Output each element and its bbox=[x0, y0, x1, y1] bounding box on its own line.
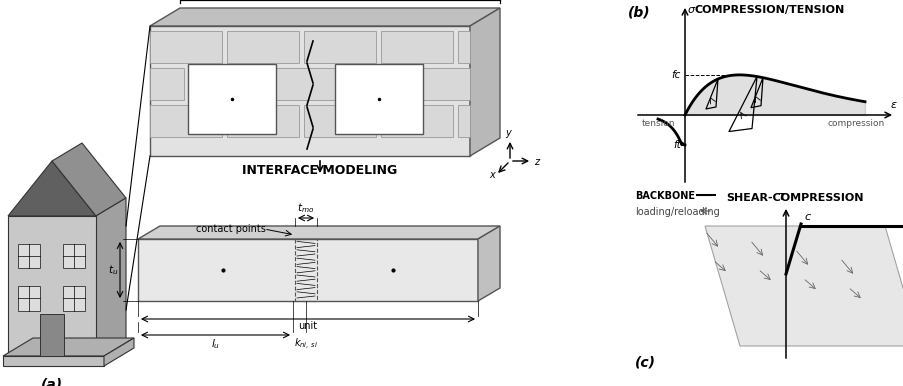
Polygon shape bbox=[380, 31, 452, 63]
Polygon shape bbox=[335, 64, 423, 134]
Text: y: y bbox=[505, 128, 510, 138]
Text: INTERFACE MODELING: INTERFACE MODELING bbox=[242, 164, 397, 177]
Polygon shape bbox=[18, 244, 40, 268]
Polygon shape bbox=[227, 105, 299, 137]
Text: unit: unit bbox=[298, 321, 317, 331]
Polygon shape bbox=[8, 161, 96, 216]
Text: (b): (b) bbox=[628, 5, 650, 19]
Polygon shape bbox=[380, 105, 452, 137]
Text: x: x bbox=[489, 170, 494, 180]
Polygon shape bbox=[470, 8, 499, 156]
Polygon shape bbox=[458, 105, 470, 137]
Polygon shape bbox=[40, 314, 64, 356]
Text: compression: compression bbox=[827, 119, 884, 128]
Polygon shape bbox=[63, 244, 85, 268]
Polygon shape bbox=[227, 31, 299, 63]
Text: z: z bbox=[534, 157, 538, 167]
Text: τ: τ bbox=[777, 190, 785, 203]
Text: σ: σ bbox=[687, 5, 694, 15]
Polygon shape bbox=[420, 68, 470, 100]
Polygon shape bbox=[342, 68, 414, 100]
Polygon shape bbox=[150, 31, 222, 63]
Polygon shape bbox=[303, 105, 376, 137]
Polygon shape bbox=[478, 226, 499, 301]
Polygon shape bbox=[63, 286, 85, 311]
Polygon shape bbox=[104, 338, 134, 366]
Text: contact points: contact points bbox=[196, 224, 265, 234]
Polygon shape bbox=[138, 226, 499, 239]
Text: BACKBONE: BACKBONE bbox=[634, 191, 694, 201]
Polygon shape bbox=[138, 239, 478, 301]
Text: tension: tension bbox=[641, 119, 675, 128]
Polygon shape bbox=[96, 198, 126, 356]
Text: $t_{mo}$: $t_{mo}$ bbox=[297, 201, 314, 215]
Polygon shape bbox=[150, 105, 222, 137]
Polygon shape bbox=[150, 68, 184, 100]
Polygon shape bbox=[52, 143, 126, 216]
Polygon shape bbox=[3, 356, 104, 366]
Polygon shape bbox=[3, 338, 134, 356]
Polygon shape bbox=[458, 31, 470, 63]
Bar bbox=[294, 239, 317, 301]
Text: (a): (a) bbox=[41, 378, 63, 386]
Polygon shape bbox=[8, 216, 96, 356]
Text: $l_u$: $l_u$ bbox=[211, 337, 220, 351]
Polygon shape bbox=[265, 68, 338, 100]
Text: fc: fc bbox=[671, 70, 680, 80]
Text: COMPRESSION/TENSION: COMPRESSION/TENSION bbox=[694, 5, 844, 15]
Text: loading/reloading: loading/reloading bbox=[634, 207, 719, 217]
Text: ε: ε bbox=[890, 100, 896, 110]
Text: c: c bbox=[803, 212, 809, 222]
Text: $k_{ni,\,si}$: $k_{ni,\,si}$ bbox=[293, 337, 318, 352]
Polygon shape bbox=[303, 31, 376, 63]
Text: (c): (c) bbox=[634, 356, 656, 370]
Polygon shape bbox=[150, 26, 470, 156]
Polygon shape bbox=[189, 68, 261, 100]
Text: SHEAR-COMPRESSION: SHEAR-COMPRESSION bbox=[725, 193, 862, 203]
Polygon shape bbox=[188, 64, 275, 134]
Text: $t_u$: $t_u$ bbox=[107, 263, 118, 277]
Polygon shape bbox=[704, 226, 903, 346]
Polygon shape bbox=[150, 8, 499, 26]
Text: ft: ft bbox=[673, 140, 680, 150]
Polygon shape bbox=[18, 286, 40, 311]
